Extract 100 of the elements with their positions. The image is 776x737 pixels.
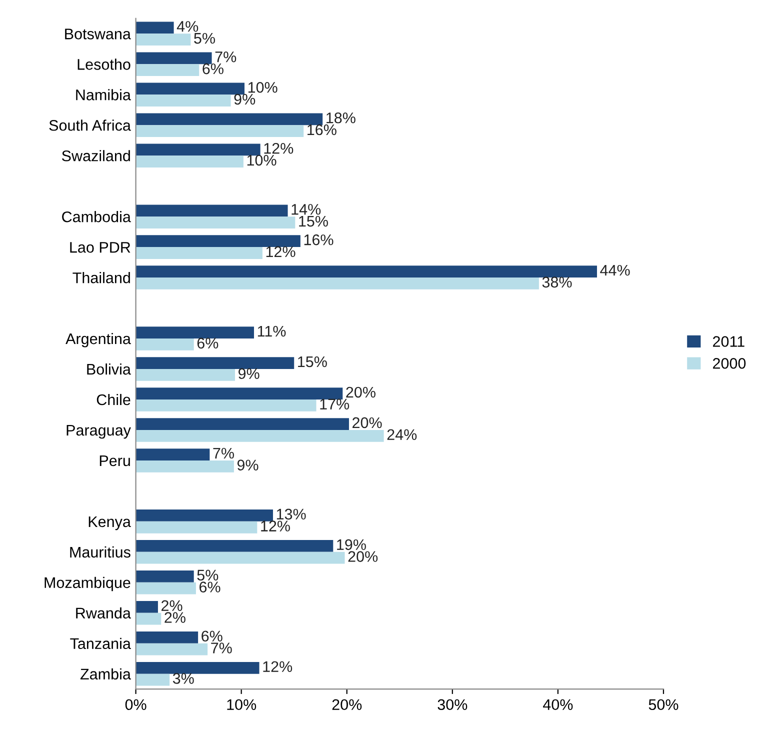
data-label: 10% xyxy=(248,82,278,93)
bar xyxy=(136,448,210,460)
bar xyxy=(136,369,236,381)
data-label: 13% xyxy=(276,508,306,520)
bar xyxy=(136,612,162,625)
data-label: 2% xyxy=(164,612,186,623)
bar xyxy=(136,643,208,656)
y-tick-label: Namibia xyxy=(76,89,131,100)
data-label: 9% xyxy=(237,460,258,471)
y-tick-label: Lesotho xyxy=(78,58,130,70)
data-label: 6% xyxy=(200,582,220,592)
bar xyxy=(136,144,260,156)
bar xyxy=(136,388,343,400)
data-label: 20% xyxy=(348,551,378,562)
data-label: 19% xyxy=(337,539,366,550)
x-tick-label: 0% xyxy=(125,699,146,710)
y-tick-label: Thailand xyxy=(72,272,130,284)
data-label: 12% xyxy=(263,661,292,672)
x-tick-label: 20% xyxy=(332,699,362,710)
data-label: 44% xyxy=(600,264,630,276)
bar xyxy=(136,674,170,686)
bar xyxy=(136,326,254,339)
data-label: 3% xyxy=(172,673,194,684)
bar xyxy=(136,247,262,259)
bar xyxy=(136,113,323,126)
bar xyxy=(136,82,244,95)
data-label: 9% xyxy=(234,94,256,105)
bar xyxy=(136,235,300,248)
data-label: 7% xyxy=(215,52,236,62)
data-label: 12% xyxy=(264,142,294,154)
bar xyxy=(136,600,158,613)
data-label: 20% xyxy=(352,417,382,428)
y-tick-label: Chile xyxy=(96,394,130,406)
bar xyxy=(136,34,191,46)
y-tick-label: Zambia xyxy=(80,668,131,680)
data-label: 12% xyxy=(266,246,296,258)
bar xyxy=(136,125,304,138)
x-tick-label: 50% xyxy=(648,699,678,710)
bar xyxy=(136,552,345,564)
bar xyxy=(136,64,200,76)
y-tick-label: Botswana xyxy=(65,28,131,40)
legend-label: 2000 xyxy=(712,358,746,369)
bar xyxy=(136,278,539,290)
y-tick-label: Paraguay xyxy=(66,425,131,439)
y-tick-label: Argentina xyxy=(66,332,131,348)
bar xyxy=(136,582,196,594)
bar xyxy=(136,570,194,582)
x-tick-label: 10% xyxy=(227,699,256,710)
data-label: 6% xyxy=(197,338,218,349)
data-label: 16% xyxy=(308,124,336,136)
y-tick-label: Rwanda xyxy=(76,607,131,619)
bar xyxy=(136,156,244,168)
bar xyxy=(136,266,597,278)
bar xyxy=(136,430,384,442)
bar xyxy=(136,540,334,552)
bar xyxy=(136,418,349,430)
bar xyxy=(136,204,288,217)
bar xyxy=(136,521,258,534)
y-tick-label: Bolivia xyxy=(87,363,131,375)
bar xyxy=(136,357,294,369)
data-label: 2% xyxy=(162,600,182,611)
y-tick-label: Lao PDR xyxy=(70,242,130,253)
y-tick-label: Swaziland xyxy=(62,150,130,162)
bar xyxy=(136,399,316,412)
y-tick-label: Tanzania xyxy=(70,638,131,650)
data-label: 7% xyxy=(213,448,234,459)
data-label: 11% xyxy=(258,326,286,337)
data-label: 15% xyxy=(298,356,327,368)
y-tick-label: Cambodia xyxy=(62,211,131,222)
data-label: 7% xyxy=(211,642,232,654)
bar xyxy=(136,631,198,644)
data-label: 5% xyxy=(197,570,218,581)
x-tick-label: 40% xyxy=(543,699,573,710)
data-label: 24% xyxy=(387,429,417,440)
data-label: 18% xyxy=(326,112,356,124)
bar xyxy=(136,662,260,674)
bar xyxy=(136,338,194,350)
data-label: 16% xyxy=(304,234,334,246)
y-tick-label: Peru xyxy=(100,455,130,466)
bar xyxy=(136,22,174,34)
data-label: 10% xyxy=(247,154,276,166)
y-tick-label: Mozambique xyxy=(44,576,130,592)
data-label: 15% xyxy=(299,216,328,227)
y-tick-label: South Africa xyxy=(49,120,131,131)
data-label: 6% xyxy=(202,63,224,74)
bar xyxy=(136,216,296,228)
data-label: 17% xyxy=(320,398,350,410)
y-tick-label: Kenya xyxy=(88,516,131,530)
legend-label: 2011 xyxy=(712,336,744,347)
data-label: 14% xyxy=(292,204,321,215)
bar xyxy=(136,94,231,107)
data-label: 4% xyxy=(176,21,198,32)
data-label: 20% xyxy=(346,386,376,398)
bar xyxy=(136,460,234,472)
x-tick-label: 30% xyxy=(438,699,468,710)
bar xyxy=(136,510,273,522)
data-label: 38% xyxy=(542,276,572,288)
data-label: 12% xyxy=(261,520,290,532)
data-label: 6% xyxy=(202,630,222,642)
data-label: 5% xyxy=(194,32,215,44)
